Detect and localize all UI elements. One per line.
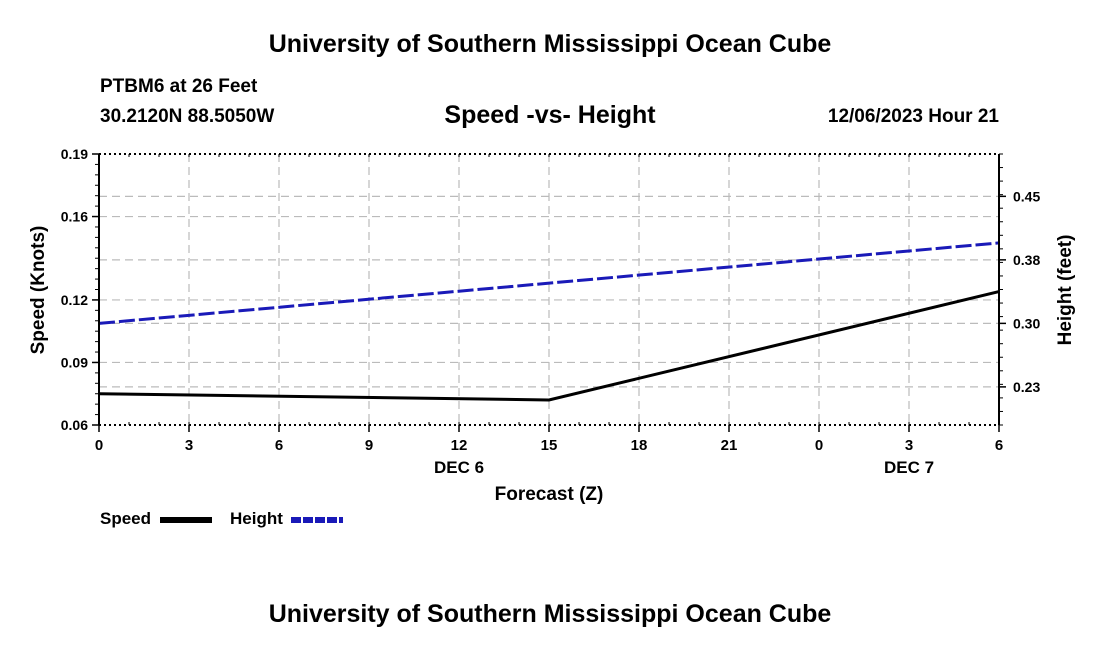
x-tick-label: 12 <box>451 437 468 454</box>
x-tick-label: 6 <box>995 437 1003 454</box>
y-tick-label: 0.16 <box>61 209 88 225</box>
series-line-height <box>98 241 1000 325</box>
chart-subtitle: Speed -vs- Height <box>444 101 656 129</box>
y-tick-label: 0.12 <box>61 292 88 308</box>
station-label: PTBM6 at 26 Feet <box>100 76 258 97</box>
series-line-speed <box>98 290 1000 402</box>
y-tick-label: 0.09 <box>61 354 88 370</box>
x-date-label: DEC 6 <box>434 458 484 477</box>
chart-title: University of Southern Mississippi Ocean… <box>268 30 832 58</box>
chart-grid <box>99 154 999 425</box>
y2-tick-label: 0.45 <box>1013 188 1040 204</box>
forecast-datetime: 12/06/2023 Hour 21 <box>827 106 999 127</box>
x-date-label: DEC 7 <box>884 458 934 477</box>
x-tick-label: 6 <box>275 437 283 454</box>
y-tick-label: 0.06 <box>61 417 88 433</box>
x-tick-label: 21 <box>721 437 738 454</box>
y2-tick-label: 0.23 <box>1013 379 1040 395</box>
legend-swatch-speed <box>160 517 212 523</box>
x-tick-label: 15 <box>541 437 558 454</box>
y2-axis-title: Height (feet) <box>1055 235 1076 346</box>
y-tick-label: 0.19 <box>61 146 88 162</box>
x-tick-label: 3 <box>185 437 193 454</box>
y-axis-title: Speed (Knots) <box>28 226 49 355</box>
legend-swatch-height <box>291 517 343 523</box>
legend-label-speed: Speed <box>100 509 152 528</box>
x-tick-label: 0 <box>95 437 103 454</box>
chart-series <box>98 241 1000 402</box>
chart-plot: 0 3 6 9 12 15 18 21 0 3 6 DEC 6 DEC 7 0.06 0.09 0.12 0.1… <box>28 146 1076 505</box>
footer-title: University of Southern Mississippi Ocean… <box>268 600 832 628</box>
chart-axes: 0 3 6 9 12 15 18 21 0 3 6 DEC 6 DEC 7 0.06 0.09 0.12 0.1… <box>61 146 1041 477</box>
station-coords: 30.2120N 88.5050W <box>100 106 275 127</box>
x-tick-label: 0 <box>815 437 823 454</box>
y2-tick-label: 0.38 <box>1013 252 1040 268</box>
x-tick-label: 9 <box>365 437 373 454</box>
legend-label-height: Height <box>230 509 283 528</box>
x-tick-label: 18 <box>631 437 648 454</box>
x-tick-label: 3 <box>905 437 913 454</box>
y2-tick-label: 0.30 <box>1013 315 1040 331</box>
x-axis-title: Forecast (Z) <box>495 484 604 505</box>
